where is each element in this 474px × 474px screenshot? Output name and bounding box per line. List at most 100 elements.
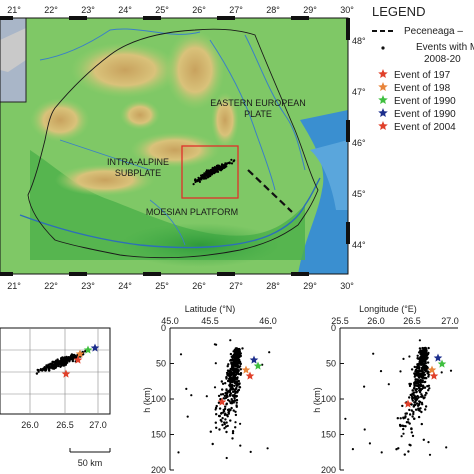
event-point: [226, 395, 229, 398]
lon-tick-top: 24°: [118, 5, 132, 15]
event-point: [234, 367, 237, 370]
event-point: [413, 365, 416, 369]
event-point: [408, 382, 411, 386]
event-point: [363, 385, 366, 388]
event-point: [402, 357, 405, 360]
event-point: [239, 444, 242, 447]
depth-tick: 50: [326, 359, 336, 369]
legend-item-events: Events with M: [416, 42, 474, 53]
legend-item-fault: Peceneaga –: [404, 26, 463, 37]
event-point: [422, 351, 425, 355]
event-point: [396, 417, 399, 420]
event-point: [225, 430, 228, 434]
event-point: [387, 383, 390, 386]
event-point: [233, 381, 237, 385]
event-point: [192, 183, 195, 186]
event-point: [415, 373, 419, 376]
event-point: [230, 378, 233, 381]
lon-tick-bottom: 27°: [229, 281, 243, 291]
event-point: [225, 456, 228, 460]
lon-tick-bottom: 26°: [192, 281, 206, 291]
event-point: [198, 180, 201, 183]
event-point: [415, 380, 419, 383]
eastern-european-plate-label-line2: PLATE: [244, 109, 272, 119]
event-point: [449, 369, 453, 372]
event-point: [200, 177, 203, 180]
depth-axis-title-2: h (km): [312, 387, 322, 413]
scale-bar-label: 50 km: [78, 458, 103, 468]
depth-tick: 150: [321, 430, 336, 440]
event-point: [221, 393, 225, 396]
event-point: [194, 178, 197, 181]
event-point: [426, 353, 430, 356]
event-point: [211, 442, 214, 446]
depth-tick: 200: [151, 465, 166, 474]
event-point: [410, 368, 414, 371]
depth-tick: 200: [321, 465, 336, 474]
event-point: [227, 412, 230, 415]
legend-item-event: Event of 2004: [394, 122, 456, 133]
historic-event-star: [403, 399, 413, 408]
event-point: [415, 378, 419, 381]
event-point: [424, 351, 427, 354]
event-point: [428, 387, 431, 390]
event-point: [417, 364, 420, 367]
lon-tick-bottom: 28°: [266, 281, 280, 291]
depth-tick: 50: [156, 359, 166, 369]
lon-tick-top: 30°: [340, 5, 354, 15]
event-point: [218, 414, 221, 418]
event-point: [74, 355, 77, 359]
event-point: [207, 172, 210, 176]
legend-star-icon: [378, 121, 388, 130]
event-point: [410, 409, 413, 412]
intra-alpine-subplate-label: INTRA-ALPINE: [107, 157, 169, 167]
event-point: [220, 166, 223, 169]
event-point: [351, 448, 354, 451]
event-point: [423, 347, 426, 350]
historic-event-star: [253, 361, 263, 370]
event-point: [60, 357, 63, 360]
depth-tick: 100: [151, 394, 166, 404]
event-point: [420, 422, 423, 426]
event-point: [196, 179, 199, 182]
legend: LEGEND Peceneaga – Events with M 2008-20…: [372, 4, 474, 133]
event-point: [214, 170, 218, 173]
event-point: [226, 408, 230, 412]
event-point: [221, 423, 224, 427]
event-point: [410, 427, 413, 430]
x-tick-26-5: 26.5: [56, 420, 74, 430]
event-point: [414, 408, 418, 411]
event-point: [185, 387, 188, 390]
legend-star-icon: [378, 69, 388, 78]
event-point: [417, 370, 420, 373]
legend-item-events-period: 2008-20: [424, 54, 461, 65]
event-point: [417, 383, 420, 386]
event-point: [215, 164, 218, 167]
event-point: [214, 421, 217, 424]
lat-tick: 44°: [352, 240, 366, 250]
event-point: [223, 394, 226, 398]
vrancea-selection-box: [181, 145, 239, 199]
event-point: [408, 408, 411, 412]
event-point: [413, 387, 416, 390]
event-point: [209, 169, 212, 172]
event-point: [217, 394, 221, 398]
historic-event-star: [437, 359, 447, 368]
event-point: [65, 356, 68, 360]
event-point: [417, 415, 421, 419]
event-point: [420, 361, 423, 365]
lon-tick-27-0: 27.0: [441, 316, 459, 326]
event-point: [225, 377, 228, 380]
event-point: [235, 401, 238, 404]
historic-event-star: [433, 353, 443, 362]
event-point: [59, 360, 62, 364]
event-point: [402, 417, 405, 420]
event-point: [422, 349, 425, 352]
event-point: [177, 451, 180, 454]
event-point: [223, 423, 226, 426]
event-point: [236, 390, 239, 393]
event-point: [266, 447, 269, 450]
event-point: [232, 375, 235, 378]
event-point: [231, 394, 234, 397]
